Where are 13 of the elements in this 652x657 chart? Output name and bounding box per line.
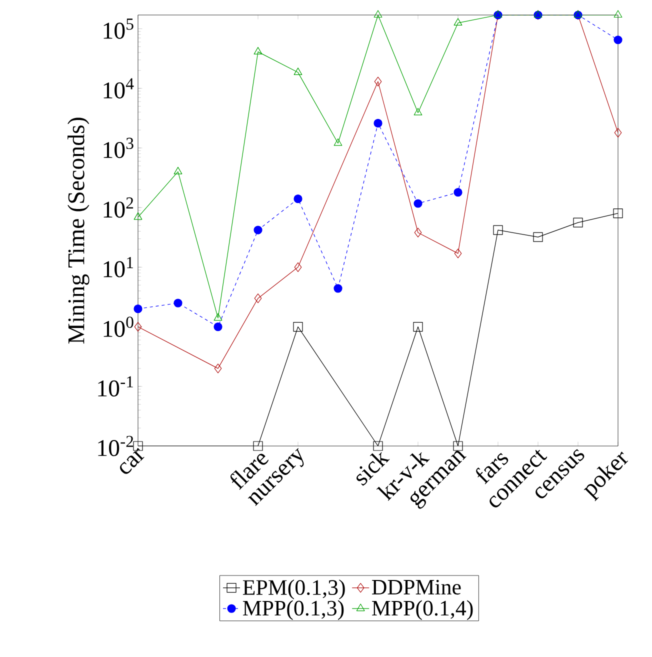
y-tick-label: 10$^{0}$ [104, 316, 134, 337]
legend-label: MPP(0.1,3) [242, 600, 344, 620]
y-tick-label: 10$^{5}$ [104, 18, 134, 39]
legend-label: MPP(0.1,4) [372, 600, 473, 620]
y-axis-title: Mining Time (Seconds) [68, 118, 90, 344]
y-tick-label: 10$^{-1}$ [98, 376, 133, 397]
legend-label: EPM(0.1,3) [242, 579, 345, 600]
y-tick-label: 10$^{3}$ [104, 138, 134, 158]
y-tick-label: 10$^{4}$ [104, 78, 134, 98]
y-tick-label: 10$^{2}$ [104, 197, 134, 218]
x-tick-label: car [120, 448, 144, 474]
legend-label: DDPMine [372, 580, 461, 595]
y-tick-label: 10$^{1}$ [104, 257, 133, 278]
